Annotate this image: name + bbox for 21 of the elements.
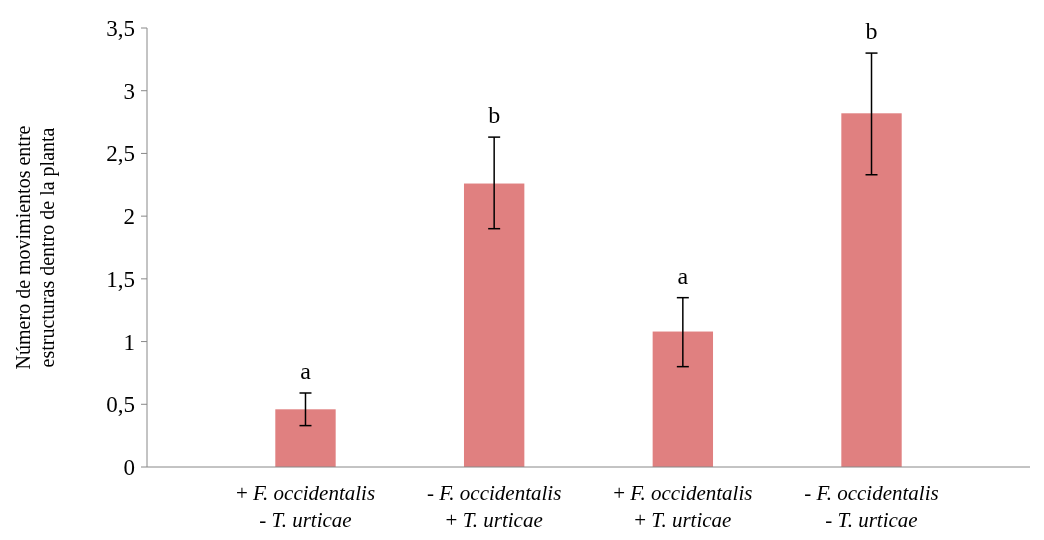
annotation: b xyxy=(488,102,501,129)
x-tick-label: + F. occidentalis - T. urticae xyxy=(235,481,376,532)
bar xyxy=(275,409,336,467)
annotation: a xyxy=(677,262,689,289)
y-axis-title: Número de movimientos entre estructuras dentro de la planta xyxy=(12,125,59,370)
y-tick-label: 1,5 xyxy=(106,266,135,292)
annotation: b xyxy=(865,18,878,45)
x-tick-label: - F. occidentalis + T. urticae xyxy=(426,481,562,532)
bar xyxy=(652,331,714,467)
x-tick-label: - F. occidentalis - T. urticae xyxy=(804,481,939,532)
y-tick-label: 2,5 xyxy=(106,141,135,167)
y-tick-label: 0,5 xyxy=(106,392,135,418)
y-tick-label: 0 xyxy=(123,455,135,481)
bar xyxy=(463,183,525,467)
y-tick-label: 1 xyxy=(123,329,135,355)
y-tick-label: 3 xyxy=(123,78,135,104)
y-tick-label: 3,5 xyxy=(106,16,135,42)
x-tick-label: + F. occidentalis + T. urticae xyxy=(613,481,753,532)
y-tick-label: 2 xyxy=(123,204,135,230)
annotation: a xyxy=(300,358,312,384)
bar xyxy=(841,113,902,467)
